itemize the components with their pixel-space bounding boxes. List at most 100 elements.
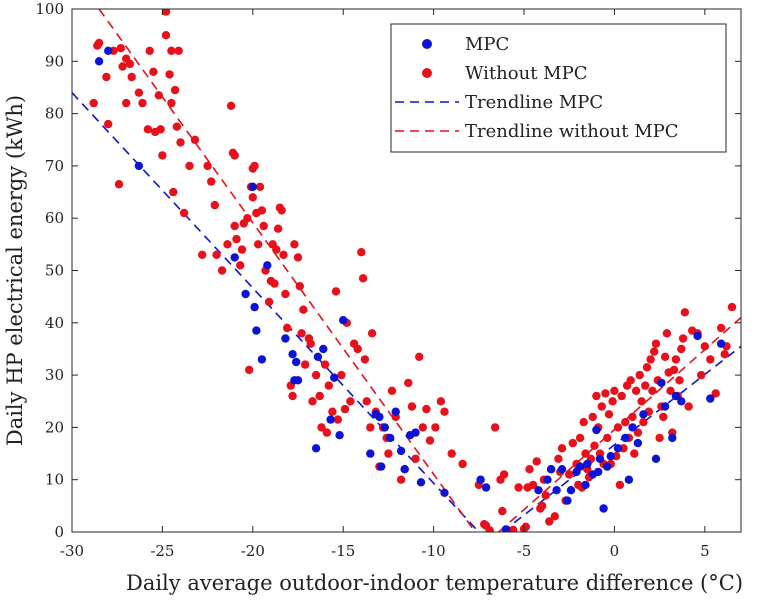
without-mpc-point-93	[337, 370, 346, 380]
without-mpc-point-78	[297, 329, 306, 338]
without-mpc-point-191	[635, 370, 644, 380]
without-mpc-point-205	[660, 352, 670, 361]
mpc-point-25	[377, 462, 386, 471]
without-mpc-point-101	[360, 355, 370, 364]
mpc-point-27	[386, 433, 395, 443]
y-tick-label: 60	[45, 209, 64, 227]
without-mpc-point-44	[230, 151, 239, 160]
mpc-point-44	[566, 486, 576, 495]
x-tick-label: -30	[60, 542, 84, 560]
without-mpc-point-133	[499, 470, 509, 479]
without-mpc-point-150	[554, 454, 563, 463]
without-mpc-point-27	[169, 187, 178, 197]
without-mpc-point-216	[680, 308, 690, 317]
without-mpc-point-215	[678, 334, 688, 343]
mpc-point-3	[230, 253, 239, 262]
without-mpc-point-132	[498, 506, 507, 516]
without-mpc-point-83	[308, 397, 317, 406]
without-mpc-point-50	[243, 214, 252, 223]
without-mpc-point-94	[340, 404, 350, 414]
without-mpc-point-160	[579, 418, 588, 427]
without-mpc-point-142	[532, 457, 541, 466]
without-mpc-point-82	[306, 339, 315, 348]
without-mpc-point-102	[362, 397, 371, 406]
mpc-point-52	[595, 454, 605, 463]
mpc-point-38	[534, 486, 543, 495]
without-mpc-point-104	[367, 329, 377, 338]
without-mpc-point-54	[248, 193, 257, 202]
without-mpc-point-25	[167, 46, 176, 55]
data-group	[72, 9, 741, 532]
without-mpc-point-103	[366, 423, 375, 432]
without-mpc-point-119	[422, 404, 431, 414]
mpc-point-43	[563, 496, 572, 505]
without-mpc-point-62	[264, 297, 274, 307]
without-mpc-point-198	[648, 386, 657, 395]
x-tick-label: -10	[422, 542, 446, 560]
mpc-point-46	[575, 462, 585, 471]
without-mpc-point-23	[161, 9, 171, 16]
without-mpc-point-158	[575, 433, 585, 443]
without-mpc-point-179	[613, 423, 623, 432]
mpc-point-24	[375, 412, 384, 422]
without-mpc-point-172	[601, 389, 610, 398]
without-mpc-point-80	[301, 360, 310, 369]
without-mpc-point-74	[288, 391, 297, 401]
mpc-point-2	[134, 161, 144, 171]
without-mpc-point-112	[396, 475, 406, 484]
without-mpc-point-217	[684, 402, 693, 411]
y-tick-label: 0	[54, 523, 64, 541]
without-mpc-point-213	[675, 376, 684, 385]
mpc-point-5	[248, 182, 257, 191]
x-tick-label: -25	[150, 542, 174, 560]
x-tick-label: -20	[241, 542, 265, 560]
y-tick-label: 90	[45, 52, 64, 70]
without-mpc-point-28	[170, 85, 180, 95]
mpc-point-62	[651, 454, 661, 463]
without-mpc-point-161	[581, 449, 590, 458]
without-mpc-point-0	[89, 98, 98, 108]
without-mpc-point-41	[223, 240, 232, 249]
without-mpc-point-118	[418, 423, 427, 432]
without-mpc-point-45	[230, 221, 239, 231]
without-mpc-point-16	[145, 46, 154, 55]
without-mpc-point-19	[154, 91, 163, 100]
without-mpc-point-144	[537, 501, 547, 511]
mpc-point-22	[366, 449, 375, 458]
mpc-point-57	[621, 433, 630, 443]
without-mpc-point-55	[250, 161, 259, 171]
without-mpc-point-36	[203, 161, 212, 171]
without-mpc-point-214	[677, 344, 686, 354]
without-mpc-point-13	[134, 88, 144, 97]
without-mpc-point-136	[514, 483, 523, 492]
without-mpc-point-32	[179, 208, 189, 218]
without-mpc-point-225	[720, 350, 729, 359]
without-mpc-point-99	[357, 248, 366, 257]
without-mpc-point-87	[320, 360, 330, 369]
without-mpc-point-14	[138, 98, 147, 108]
without-mpc-point-100	[358, 274, 368, 283]
without-mpc-point-221	[700, 342, 709, 351]
mpc-point-60	[633, 438, 643, 448]
legend-label-1: Without MPC	[465, 63, 587, 84]
mpc-point-39	[543, 475, 552, 484]
mpc-point-56	[613, 444, 623, 453]
mpc-point-70	[716, 339, 726, 348]
without-mpc-point-208	[666, 386, 675, 395]
legend-label-3: Trendline without MPC	[465, 121, 679, 142]
without-mpc-point-26	[167, 98, 176, 108]
without-mpc-point-51	[245, 365, 254, 375]
mpc-point-69	[706, 394, 715, 403]
without-mpc-point-222	[706, 355, 715, 364]
without-mpc-point-70	[279, 250, 288, 259]
without-mpc-point-15	[143, 125, 153, 134]
without-mpc-point-46	[232, 234, 241, 244]
without-mpc-point-66	[272, 245, 281, 254]
without-mpc-point-39	[212, 250, 221, 259]
without-mpc-point-177	[610, 386, 619, 395]
axes: -30 -25 -20 -15 -10 -5 0 5010203040506070809010…	[3, 0, 743, 595]
mpc-point-66	[671, 391, 681, 401]
mpc-point-67	[677, 397, 686, 406]
without-mpc-point-129	[485, 526, 494, 532]
